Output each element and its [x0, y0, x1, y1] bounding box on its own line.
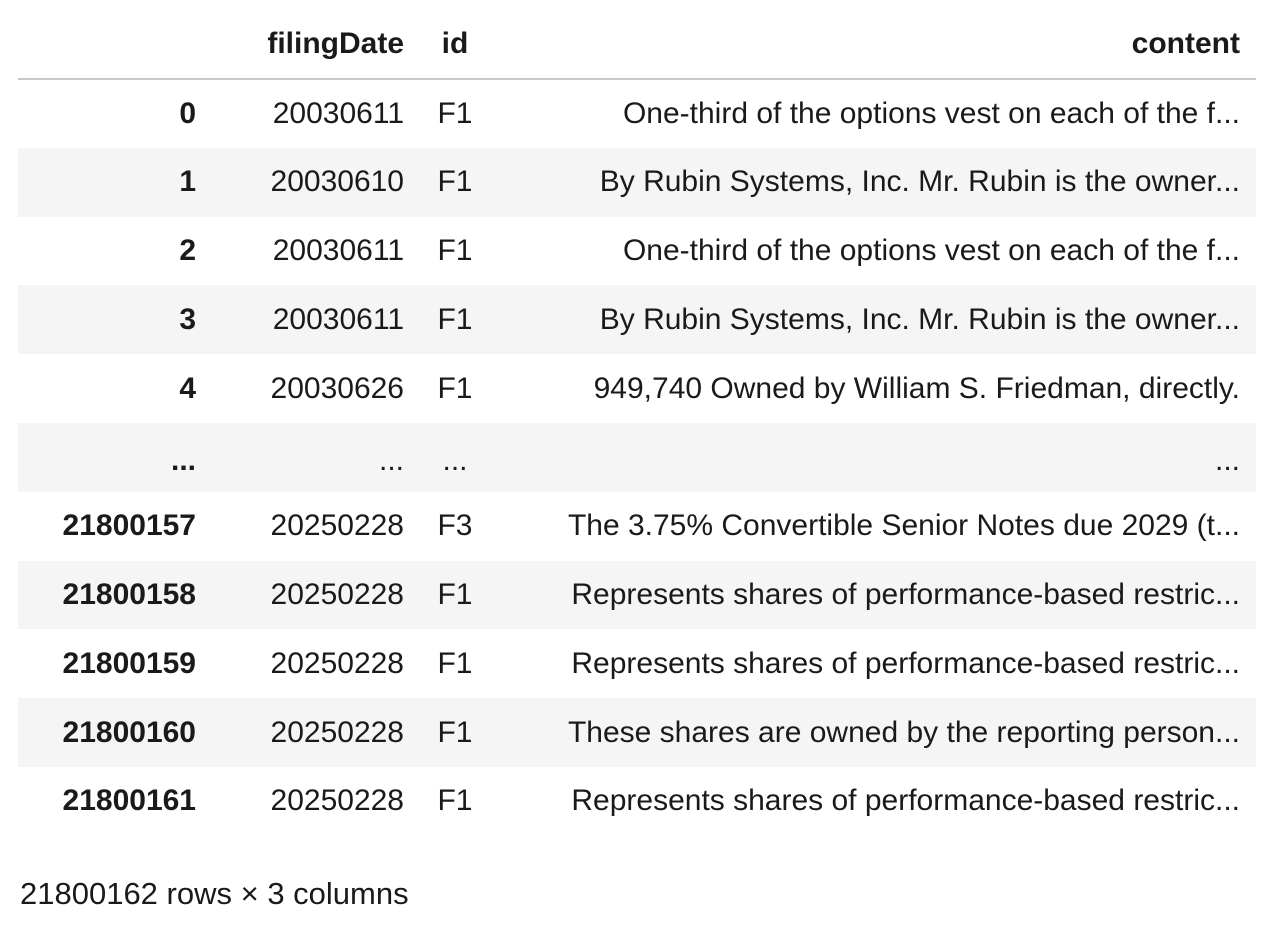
cell-filingDate: 20030626 — [270, 371, 404, 405]
row-index: 2 — [179, 233, 196, 267]
row-index: 21800158 — [62, 577, 196, 611]
column-header-content: content — [490, 10, 1256, 80]
row-index: ... — [170, 443, 196, 477]
table-row: 21800157 20250228 F3 The 3.75% Convertib… — [18, 492, 1256, 561]
cell-id: F3 — [437, 509, 473, 543]
cell-id: F1 — [437, 371, 473, 405]
table-row: 21800160 20250228 F1 These shares are ow… — [18, 698, 1256, 767]
column-header-id: id — [420, 10, 490, 80]
cell-id: F1 — [437, 233, 473, 267]
table-row: 4 20030626 F1 949,740 Owned by William S… — [18, 354, 1256, 423]
column-header-filingDate: filingDate — [212, 10, 420, 80]
cell-content: One-third of the options vest on each of… — [622, 96, 1240, 130]
cell-filingDate: 20030611 — [272, 96, 404, 130]
cell-filingDate: ... — [378, 443, 404, 477]
ellipsis-row: ... ... ... ... — [18, 422, 1256, 492]
cell-content: ... — [1214, 443, 1240, 477]
cell-id: F1 — [437, 784, 473, 818]
cell-content: 949,740 Owned by William S. Friedman, di… — [593, 371, 1240, 405]
cell-content: Represents shares of performance-based r… — [571, 577, 1240, 611]
row-index: 1 — [179, 165, 196, 199]
cell-content: Represents shares of performance-based r… — [571, 784, 1240, 818]
header-row: filingDate id content — [18, 10, 1256, 80]
cell-id: F1 — [437, 96, 473, 130]
table-header: filingDate id content — [18, 10, 1256, 80]
index-header — [18, 10, 212, 80]
table-row: 1 20030610 F1 By Rubin Systems, Inc. Mr.… — [18, 147, 1256, 217]
cell-content: Represents shares of performance-based r… — [571, 646, 1240, 680]
cell-id: F1 — [437, 577, 473, 611]
dataframe-table: filingDate id content 0 20030611 F1 One-… — [18, 10, 1256, 836]
cell-filingDate: 20030611 — [272, 233, 404, 267]
cell-content: By Rubin Systems, Inc. Mr. Rubin is the … — [599, 302, 1240, 336]
dataframe-output: filingDate id content 0 20030611 F1 One-… — [18, 10, 1256, 836]
table-row: 0 20030611 F1 One-third of the options v… — [18, 79, 1256, 148]
table-row: 21800161 20250228 F1 Represents shares o… — [18, 767, 1256, 836]
cell-filingDate: 20030610 — [270, 165, 404, 199]
cell-id: F1 — [437, 302, 473, 336]
cell-filingDate: 20250228 — [270, 646, 404, 680]
row-index: 21800160 — [62, 715, 196, 749]
cell-filingDate: 20250228 — [270, 784, 404, 818]
row-index: 3 — [179, 302, 196, 336]
row-index: 0 — [179, 96, 196, 130]
cell-id: F1 — [437, 165, 473, 199]
row-index: 21800161 — [62, 784, 196, 818]
dataframe-shape-summary: 21800162 rows × 3 columns — [20, 876, 409, 911]
cell-filingDate: 20250228 — [270, 715, 404, 749]
cell-filingDate: 20030611 — [272, 302, 404, 336]
row-index: 21800157 — [62, 509, 196, 543]
cell-content: These shares are owned by the reporting … — [567, 715, 1240, 749]
cell-filingDate: 20250228 — [270, 509, 404, 543]
cell-id: F1 — [437, 646, 473, 680]
table-row: 2 20030611 F1 One-third of the options v… — [18, 217, 1256, 286]
table-body: 0 20030611 F1 One-third of the options v… — [18, 79, 1256, 836]
cell-id: ... — [442, 443, 468, 477]
table-row: 3 20030611 F1 By Rubin Systems, Inc. Mr.… — [18, 285, 1256, 355]
cell-id: F1 — [437, 715, 473, 749]
cell-content: The 3.75% Convertible Senior Notes due 2… — [567, 509, 1240, 543]
cell-content: By Rubin Systems, Inc. Mr. Rubin is the … — [599, 165, 1240, 199]
table-row: 21800158 20250228 F1 Represents shares o… — [18, 560, 1256, 630]
row-index: 4 — [179, 371, 196, 405]
table-row: 21800159 20250228 F1 Represents shares o… — [18, 629, 1256, 698]
row-index: 21800159 — [62, 646, 196, 680]
cell-filingDate: 20250228 — [270, 577, 404, 611]
cell-content: One-third of the options vest on each of… — [622, 233, 1240, 267]
